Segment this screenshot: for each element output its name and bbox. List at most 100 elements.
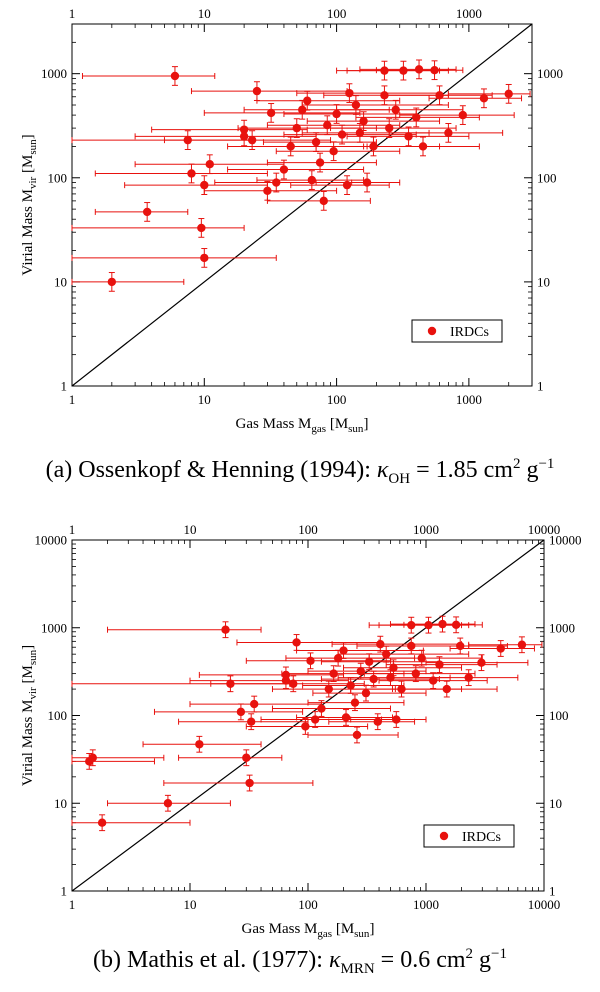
chart-b-point-marker (435, 660, 444, 669)
chart-b-data-point (178, 749, 283, 767)
chart-a-point-marker (444, 128, 453, 138)
chart-a-data-point (71, 272, 185, 292)
chart-a-data-point (315, 172, 401, 193)
chart-a-data-point (266, 191, 371, 211)
chart-b-data-point (368, 649, 483, 667)
chart-b-data-point (296, 642, 424, 659)
chart-a-point-marker (479, 94, 489, 103)
chart-a-data-point (134, 126, 317, 147)
chart-a-data-point (296, 83, 441, 104)
chart-b-one-to-one-line (71, 539, 545, 892)
chart-a-x-tick-label-bottom: 100 (327, 392, 347, 407)
chart-a-data-point (71, 218, 245, 238)
chart-b-point-marker (392, 715, 401, 724)
chart-b-point-marker (382, 649, 391, 659)
chart-a-x-axis-label: Gas Mass Mgas [Msun] (236, 416, 369, 435)
chart-b-data-point (328, 713, 416, 731)
chart-b-point-marker (163, 799, 173, 808)
chart-a-point-marker (351, 100, 361, 110)
chart-b-data-point (142, 735, 262, 753)
chart-a-y-tick-label-left: 1 (61, 379, 68, 394)
chart-b-data-point (189, 672, 349, 689)
chart-a-data-point (190, 81, 348, 101)
chart-b-point-marker (350, 698, 360, 707)
chart-b-point-marker (464, 673, 473, 682)
caption-a-kappa-sub: OH (388, 470, 411, 487)
caption-a: (a) Ossenkopf & Henning (1994): κOH = 1.… (0, 456, 600, 488)
chart-a-point-marker (332, 109, 341, 119)
chart-b-data-point (468, 636, 543, 654)
chart-b-point-marker (411, 669, 421, 678)
chart-b-data-point (391, 680, 498, 698)
chart-a-point-marker (170, 71, 180, 81)
chart-b-point-marker (389, 663, 398, 672)
chart-b-data-point (296, 709, 393, 726)
chart-a-point-marker (323, 120, 332, 130)
chart-a-data-point (81, 66, 216, 86)
chart-a-point-marker (359, 116, 368, 126)
chart-b-point-marker (451, 620, 461, 630)
chart-b-x-tick-label-bottom: 1 (69, 897, 76, 912)
chart-a-y-tick-label-right: 100 (537, 170, 557, 185)
chart-a-data-point (71, 248, 277, 268)
chart-a-y-tick-label-left: 1000 (41, 66, 67, 81)
chart-b-point-marker (195, 740, 204, 749)
chart-a-point-marker (197, 223, 206, 233)
chart-b-point-marker (281, 676, 291, 685)
chart-a-point-marker (263, 186, 272, 195)
chart-b-point-marker (361, 688, 371, 698)
chart-a-data-points (71, 59, 531, 292)
chart-a-point-marker (239, 132, 249, 141)
caption-b-sup2: −1 (491, 946, 507, 962)
chart-b-data-point (236, 634, 380, 651)
chart-a-point-marker (200, 180, 209, 190)
chart-a-data-point (94, 202, 189, 222)
chart-a-plot-frame (71, 23, 533, 387)
chart-a-y-tick-label-left: 10 (54, 274, 67, 289)
chart-a-point-marker (303, 96, 312, 105)
chart-a-data-point (363, 136, 480, 157)
chart-a-x-tick-label-top: 10 (198, 6, 211, 21)
chart-a-data-point (381, 85, 493, 106)
chart-a-data-point (428, 88, 523, 109)
chart-b-data-points (71, 615, 543, 832)
caption-b-prefix: (b) (93, 947, 121, 973)
chart-b-data-point (153, 703, 304, 721)
chart-b-data-point (307, 694, 405, 712)
chart-a-y-tick-label-right: 1000 (537, 66, 563, 81)
chart-b-x-tick-label-bottom: 1000 (413, 897, 439, 912)
chart-b-x-tick-label-bottom: 10 (184, 897, 197, 912)
chart-a-data-point (124, 175, 268, 195)
chart-a-point-marker (355, 128, 365, 138)
chart-a-point-marker (205, 160, 214, 169)
chart-b-data-point (163, 774, 314, 792)
chart-b-point-marker (442, 684, 451, 694)
chart-a-point-marker (435, 91, 444, 100)
chart-b-data-point (350, 711, 427, 728)
chart-b-point-marker (221, 625, 230, 634)
chart-a-point-marker (142, 207, 152, 217)
caption-b-sup1: 2 (465, 946, 474, 962)
chart-b-point-marker (517, 640, 527, 649)
chart-a-data-point (290, 175, 390, 195)
chart-b-point-marker (373, 717, 382, 726)
chart-a-data-point (275, 141, 401, 162)
caption-a-prefix: (a) (45, 457, 73, 483)
chart-a-x-tick-label-bottom: 1000 (456, 392, 482, 407)
caption-a-sup1: 2 (512, 456, 521, 472)
chart-b-data-point (389, 615, 476, 633)
chart-a-point-marker (391, 105, 400, 114)
chart-b-point-marker (246, 717, 256, 726)
chart-a-legend-label: IRDCs (450, 325, 489, 340)
chart-a-point-marker (315, 158, 325, 167)
chart-b-point-marker (369, 674, 378, 684)
chart-b-data-point (189, 695, 322, 713)
chart-a-point-marker (298, 105, 307, 114)
chart-a-data-point (447, 83, 531, 104)
chart-a-point-marker (504, 89, 513, 99)
chart-b-point-marker (301, 722, 310, 731)
chart-a-one-to-one-line (71, 23, 533, 387)
chart-b-y-tick-label-left: 10 (54, 796, 67, 811)
chart-a-point-marker (307, 175, 317, 185)
